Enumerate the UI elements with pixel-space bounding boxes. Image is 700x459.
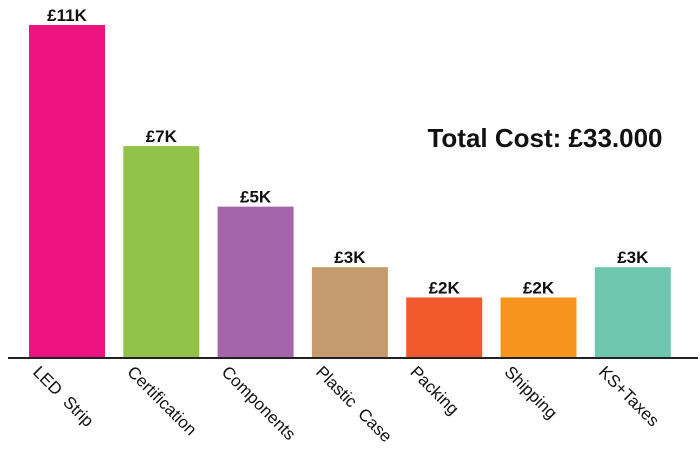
bar-plastic-case bbox=[311, 267, 388, 358]
bar-packing bbox=[406, 297, 483, 358]
category-label-packing: Packing bbox=[406, 362, 462, 418]
value-label-ks-taxes: £3K bbox=[617, 248, 649, 267]
bar-ks-taxes bbox=[594, 267, 671, 358]
bar-components bbox=[217, 206, 294, 358]
value-label-led-strip: £11K bbox=[47, 6, 87, 25]
category-labels-group: LED Strip Certification Components Plastic … bbox=[29, 362, 663, 446]
category-label-led-strip: LED Strip bbox=[29, 362, 97, 430]
bars-group bbox=[29, 25, 671, 358]
value-label-plastic-case: £3K bbox=[334, 248, 366, 267]
category-label-certification: Certification bbox=[123, 362, 200, 439]
value-label-certification: £7K bbox=[146, 127, 178, 146]
value-labels-group: £11K £7K £5K £3K £2K £2K £3K bbox=[47, 6, 649, 297]
value-label-shipping: £2K bbox=[523, 278, 555, 297]
bar-certification bbox=[123, 146, 200, 358]
total-cost-annotation: Total Cost: £33.000 bbox=[427, 123, 662, 153]
category-label-shipping: Shipping bbox=[501, 362, 561, 422]
category-label-components: Components bbox=[218, 362, 300, 444]
category-label-ks-taxes: KS+Taxes bbox=[595, 362, 663, 430]
category-label-plastic-case: Plastic Case bbox=[312, 362, 396, 446]
bar-led-strip bbox=[29, 25, 105, 358]
bar-shipping bbox=[500, 297, 577, 358]
value-label-packing: £2K bbox=[429, 278, 461, 297]
value-label-components: £5K bbox=[240, 188, 272, 207]
